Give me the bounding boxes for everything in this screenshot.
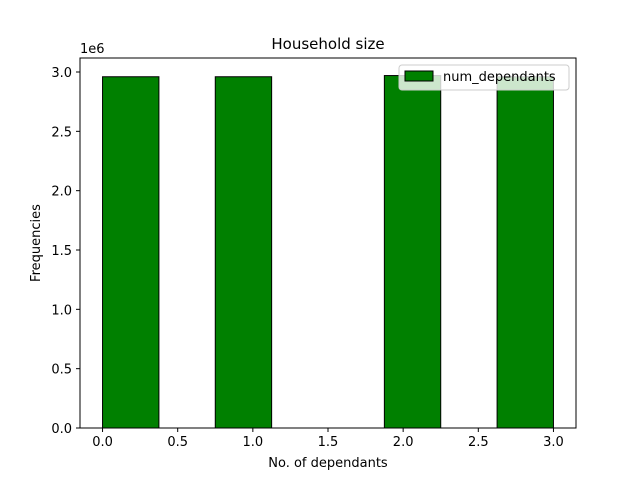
bars-layer (102, 75, 554, 429)
legend-box (398, 64, 570, 91)
x-tick-label-2: 1.0 (243, 435, 264, 450)
x-axis-label: No. of dependants (268, 456, 388, 471)
x-tick-label-5: 2.5 (468, 435, 489, 450)
chart-title: Household size (271, 35, 384, 53)
y-ticks: 0.0 0.5 1.0 1.5 2.0 2.5 3.0 (51, 66, 80, 437)
bar-0 (102, 76, 160, 429)
y-axis-label: Frequencies (29, 204, 44, 282)
y-offset-label: 1e6 (80, 42, 105, 57)
y-tick-label-4: 2.0 (51, 185, 72, 200)
y-tick-label-2: 1.0 (51, 303, 72, 318)
bar-1 (214, 76, 273, 429)
y-tick-label-3: 1.5 (51, 244, 72, 259)
legend-label: num_dependants (443, 70, 556, 85)
bar-2 (383, 75, 442, 429)
y-tick-label-5: 2.5 (51, 125, 72, 140)
x-tick-label-6: 3.0 (543, 435, 564, 450)
x-ticks: 0.0 0.5 1.0 1.5 2.0 2.5 3.0 (92, 428, 564, 450)
x-tick-label-0: 0.0 (92, 435, 113, 450)
bar-3 (496, 76, 554, 429)
x-tick-label-4: 2.0 (393, 435, 414, 450)
y-tick-label-0: 0.0 (51, 422, 72, 437)
x-tick-label-1: 0.5 (167, 435, 188, 450)
legend: num_dependants (398, 64, 570, 91)
y-tick-label-1: 0.5 (51, 363, 72, 378)
legend-swatch (404, 70, 434, 82)
y-tick-label-6: 3.0 (51, 66, 72, 81)
x-tick-label-3: 1.5 (318, 435, 339, 450)
